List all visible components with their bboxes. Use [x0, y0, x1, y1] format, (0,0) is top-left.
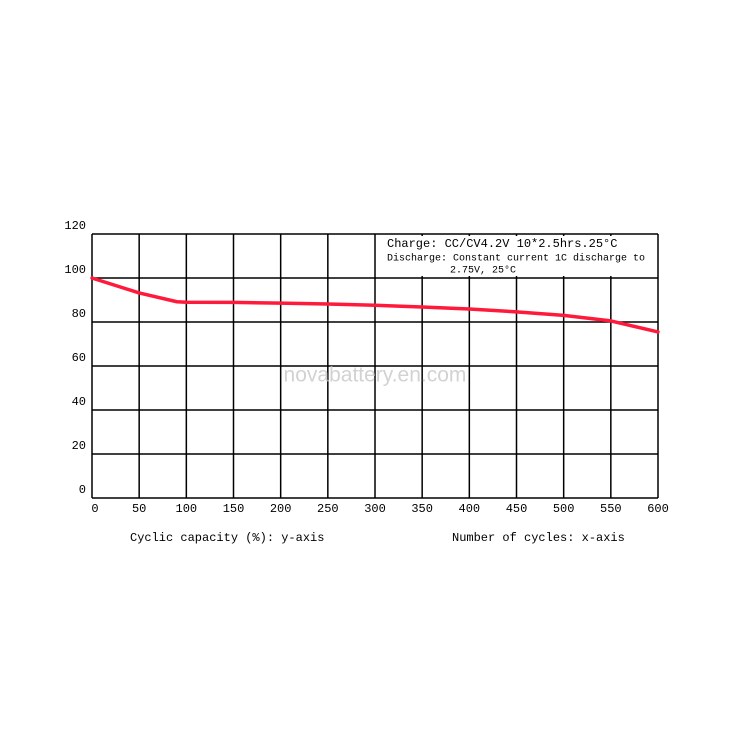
- y-tick-label: 20: [72, 439, 86, 453]
- x-tick-label: 150: [223, 502, 245, 516]
- annotation: Charge: CC/CV4.2V 10*2.5hrs.25°C: [387, 237, 617, 251]
- y-tick-label: 0: [79, 483, 86, 497]
- x-tick-label: 600: [647, 502, 669, 516]
- annotation: 2.75V, 25°C: [450, 265, 516, 277]
- x-tick-label: 100: [176, 502, 198, 516]
- y-tick-label: 80: [72, 307, 86, 321]
- annotation: Discharge: Constant current 1C discharge…: [387, 253, 645, 265]
- x-tick-label: 500: [553, 502, 575, 516]
- x-tick-label: 50: [132, 502, 146, 516]
- line: [90, 276, 660, 334]
- watermark: novabattery.en.com: [284, 364, 467, 387]
- y-tick-label: 100: [64, 263, 86, 277]
- x-tick-label: 200: [270, 502, 292, 516]
- y-tick-label: 40: [72, 395, 86, 409]
- x-tick-label: 0: [91, 502, 98, 516]
- x-tick-label: 250: [317, 502, 339, 516]
- x-tick-label: 300: [364, 502, 386, 516]
- y-tick-label: 60: [72, 351, 86, 365]
- y-tick-label: 120: [64, 219, 86, 233]
- annotation-box: [381, 236, 657, 276]
- x-tick-label: 350: [411, 502, 433, 516]
- x-tick-label: 550: [600, 502, 622, 516]
- x-axis-label: Number of cycles: x-axis: [452, 531, 625, 545]
- y-axis-label: Cyclic capacity (%): y-axis: [130, 531, 324, 545]
- x-tick-label: 400: [459, 502, 481, 516]
- x-tick-label: 450: [506, 502, 528, 516]
- grid: [91, 233, 659, 499]
